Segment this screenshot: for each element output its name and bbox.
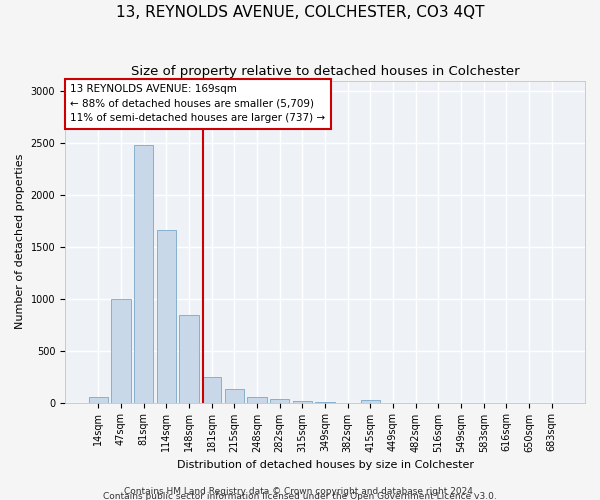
Bar [89, 397, 108, 402]
Bar [361, 400, 380, 402]
Text: 13 REYNOLDS AVENUE: 169sqm
← 88% of detached houses are smaller (5,709)
11% of s: 13 REYNOLDS AVENUE: 169sqm ← 88% of deta… [70, 84, 325, 124]
Bar [179, 316, 199, 402]
Bar [270, 399, 289, 402]
Title: Size of property relative to detached houses in Colchester: Size of property relative to detached ho… [131, 65, 520, 78]
Bar [157, 230, 176, 402]
Bar [247, 397, 266, 402]
Bar [112, 298, 131, 403]
Text: Contains public sector information licensed under the Open Government Licence v3: Contains public sector information licen… [103, 492, 497, 500]
Y-axis label: Number of detached properties: Number of detached properties [15, 154, 25, 329]
Text: Contains HM Land Registry data © Crown copyright and database right 2024.: Contains HM Land Registry data © Crown c… [124, 486, 476, 496]
X-axis label: Distribution of detached houses by size in Colchester: Distribution of detached houses by size … [176, 460, 473, 470]
Text: 13, REYNOLDS AVENUE, COLCHESTER, CO3 4QT: 13, REYNOLDS AVENUE, COLCHESTER, CO3 4QT [116, 5, 484, 20]
Bar [202, 376, 221, 402]
Bar [293, 400, 312, 402]
Bar [224, 389, 244, 402]
Bar [134, 145, 153, 403]
